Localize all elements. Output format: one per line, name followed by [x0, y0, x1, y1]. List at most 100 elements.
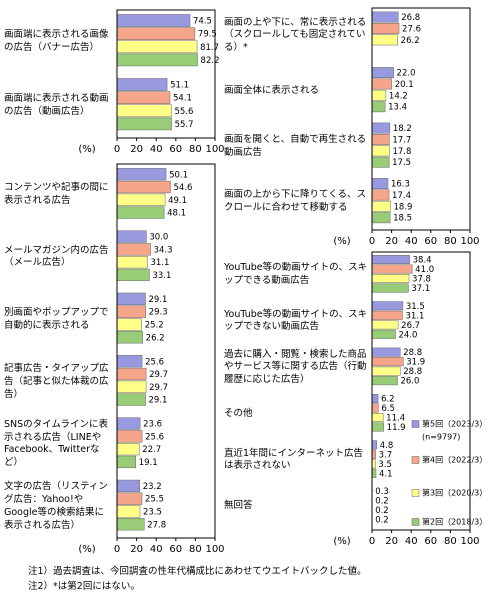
value-label: 74.5	[193, 17, 212, 27]
category-label: 画面端に表示される動画の広告（動画広告）	[4, 93, 109, 117]
category-label: 文字の広告（リスティング広告：Yahoo!やGoogle等の検索結果に表示される…	[4, 481, 108, 531]
legend-label: 第5回（2023/3）	[422, 419, 487, 429]
value-label: 25.6	[145, 357, 164, 367]
value-label: 13.4	[388, 103, 407, 113]
value-label: 25.2	[145, 320, 164, 330]
bar	[116, 367, 147, 381]
bar	[371, 89, 387, 101]
bar	[371, 178, 389, 190]
bar	[116, 104, 172, 118]
x-tick-label: 40	[405, 236, 418, 247]
value-label: 11.9	[387, 423, 406, 433]
x-tick-label: 0	[369, 236, 375, 247]
bar	[371, 134, 390, 145]
legend-swatch	[411, 518, 420, 526]
x-tick-label: 80	[444, 536, 457, 547]
x-axis-label: (%)	[333, 536, 350, 547]
value-label: 81.7	[200, 43, 219, 53]
bar	[116, 53, 198, 67]
value-label: 31.1	[150, 258, 169, 268]
bar	[116, 78, 168, 91]
bar	[371, 301, 404, 311]
category-label: 記事広告・タイアップ広告（記事と似た体裁の広告）	[4, 362, 109, 400]
bar	[371, 403, 379, 413]
value-label: 33.1	[152, 271, 171, 281]
value-label: 0.2	[375, 506, 389, 516]
x-tick-label: 80	[444, 236, 457, 247]
legend-swatch	[411, 489, 420, 497]
bar	[116, 117, 172, 131]
bar	[116, 243, 151, 256]
value-label: 24.0	[399, 330, 418, 340]
value-label: 23.5	[143, 507, 162, 517]
plot-frame	[116, 9, 216, 139]
value-label: 11.4	[386, 413, 405, 423]
bar	[371, 440, 377, 450]
bar	[116, 14, 191, 27]
value-label: 26.2	[401, 36, 420, 46]
category-label: 画面の上や下に、常に表示される（スクロールしても固定されている）*	[224, 16, 367, 54]
category-label: SNSのタイムラインに表示される広告（LINEやFacebook、Twitter…	[4, 418, 109, 469]
x-tick-label: 100	[460, 236, 479, 247]
bar	[116, 479, 140, 493]
bar	[116, 268, 150, 282]
x-tick-label: 60	[169, 544, 182, 555]
bar	[371, 264, 413, 274]
plot-frame	[371, 7, 471, 231]
value-label: 6.2	[381, 394, 395, 404]
bar	[116, 430, 143, 443]
bar	[371, 357, 404, 367]
value-label: 3.5	[378, 460, 392, 470]
value-label: 31.5	[406, 302, 425, 312]
x-tick-label: 100	[460, 536, 479, 547]
value-label: 25.5	[145, 495, 164, 505]
value-label: 41.0	[415, 265, 434, 275]
x-tick-label: 60	[424, 236, 437, 247]
value-label: 19.1	[139, 458, 158, 468]
value-label: 17.8	[392, 147, 411, 157]
bar	[371, 347, 401, 357]
category-label: 画面端に表示される画像の広告（バナー広告）	[4, 29, 109, 53]
x-tick-label: 40	[405, 536, 418, 547]
value-label: 26.8	[401, 13, 420, 23]
value-label: 28.8	[403, 367, 422, 377]
value-label: 23.6	[143, 420, 162, 430]
legend-swatch	[411, 456, 420, 464]
value-label: 29.3	[149, 308, 168, 318]
bar	[371, 200, 391, 212]
value-label: 18.5	[393, 214, 412, 224]
bar	[371, 273, 410, 283]
value-label: 4.8	[380, 441, 394, 451]
value-label: 18.2	[393, 124, 412, 134]
x-tick-label: 60	[424, 536, 437, 547]
bar	[116, 27, 196, 40]
value-label: 14.2	[389, 91, 408, 101]
legend-note: (n=9797)	[422, 433, 460, 442]
bar	[116, 193, 166, 206]
value-label: 48.1	[167, 209, 186, 219]
category-label: メールマガジン内の広告（メール広告）	[4, 244, 109, 269]
value-label: 55.6	[174, 107, 193, 117]
bar	[371, 122, 391, 134]
bar	[371, 468, 377, 478]
bar	[116, 492, 143, 505]
bar	[371, 212, 391, 224]
bar	[116, 206, 165, 219]
x-tick-label: 20	[385, 536, 398, 547]
bar	[116, 91, 171, 104]
bar	[116, 305, 146, 318]
category-label: 画面全体に表示される	[224, 84, 320, 96]
value-label: 23.2	[143, 482, 162, 492]
value-label: 20.1	[395, 80, 414, 90]
note: 注2）*は第2回にはない。	[28, 581, 140, 592]
bar	[371, 23, 400, 34]
value-label: 27.8	[147, 520, 166, 530]
value-label: 26.0	[400, 377, 419, 387]
value-label: 26.7	[401, 321, 420, 331]
value-label: 16.3	[391, 180, 410, 190]
bar	[116, 380, 147, 393]
x-tick-label: 40	[150, 544, 163, 555]
x-tick-label: 20	[385, 236, 398, 247]
